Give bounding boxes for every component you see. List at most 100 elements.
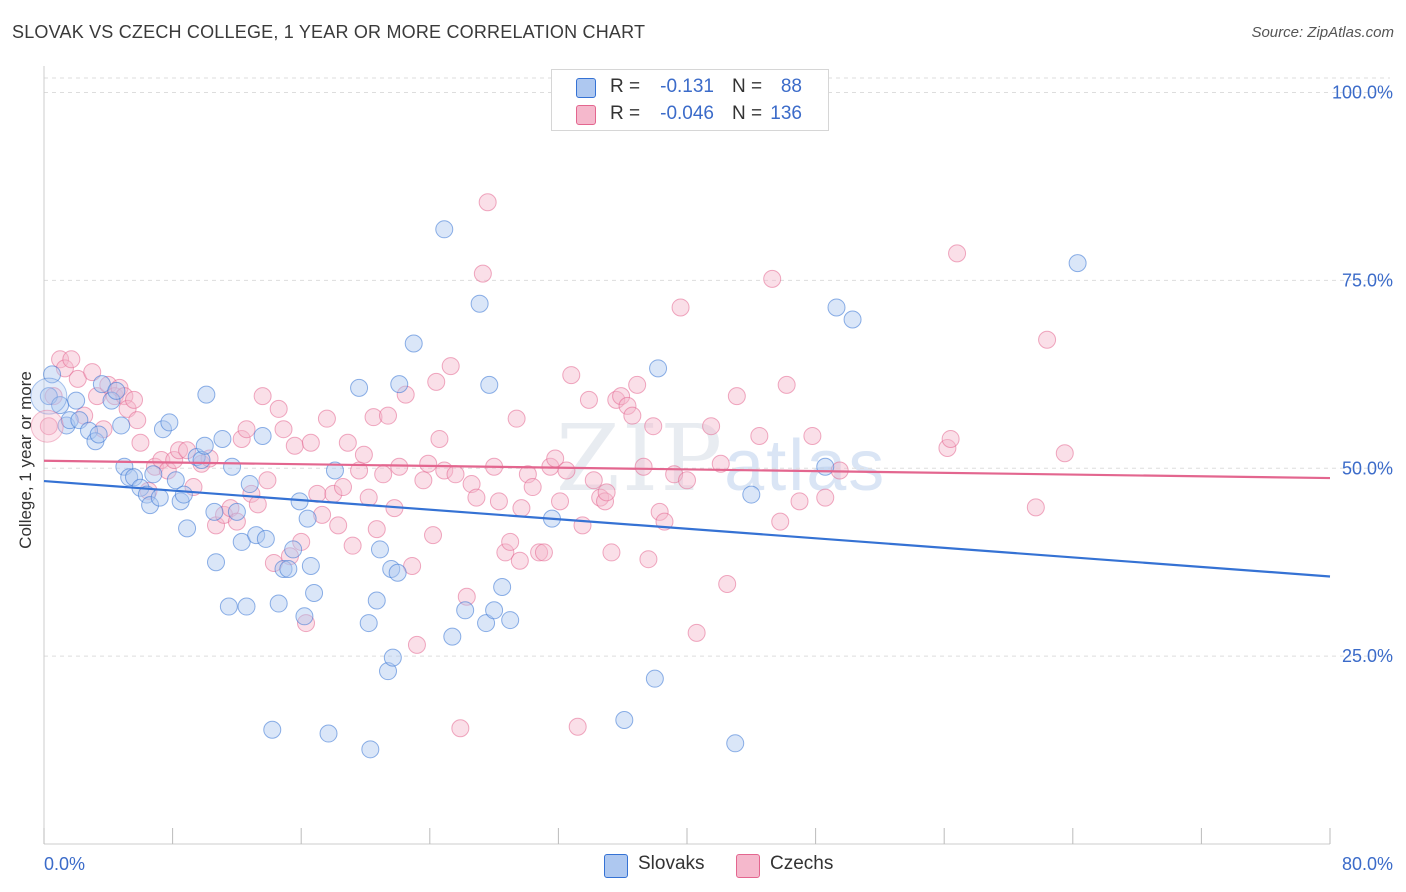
point-czechs bbox=[333, 478, 352, 497]
point-czechs bbox=[687, 623, 706, 642]
legend-r-label: R = bbox=[610, 76, 641, 97]
point-slovaks bbox=[107, 381, 126, 400]
watermark-zip: ZIP bbox=[556, 405, 724, 512]
point-czechs bbox=[557, 461, 576, 480]
point-czechs bbox=[551, 492, 570, 511]
trend-line-czechs bbox=[43, 459, 1331, 480]
series-name-slovaks: Slovaks bbox=[638, 853, 705, 874]
point-slovaks bbox=[207, 553, 226, 572]
x-tick-label-max: 80.0% bbox=[1342, 854, 1393, 874]
point-czechs bbox=[678, 471, 696, 490]
point-slovaks bbox=[92, 375, 111, 394]
point-slovaks bbox=[247, 526, 266, 545]
point-czechs bbox=[343, 536, 362, 555]
point-slovaks bbox=[253, 426, 272, 445]
point-slovaks bbox=[80, 421, 99, 440]
point-slovaks bbox=[223, 457, 242, 476]
point-czechs bbox=[152, 451, 171, 470]
legend-n-label: N = bbox=[732, 103, 763, 124]
point-slovaks bbox=[102, 391, 121, 410]
series-legend: Slovaks Czechs bbox=[0, 852, 1406, 878]
point-czechs bbox=[354, 445, 373, 464]
point-czechs bbox=[414, 471, 433, 490]
point-slovaks bbox=[367, 591, 386, 610]
point-czechs bbox=[510, 551, 529, 570]
point-slovaks bbox=[726, 734, 745, 753]
point-czechs bbox=[83, 363, 102, 382]
point-slovaks bbox=[178, 519, 197, 538]
point-czechs bbox=[727, 387, 746, 406]
point-czechs bbox=[178, 441, 197, 460]
point-czechs bbox=[639, 550, 658, 569]
point-czechs bbox=[313, 505, 332, 524]
x-tick-label-min: 0.0% bbox=[44, 854, 85, 874]
legend-n-label: N = bbox=[732, 76, 763, 97]
point-slovaks bbox=[645, 669, 664, 688]
point-czechs bbox=[451, 719, 470, 738]
point-slovaks bbox=[125, 468, 144, 487]
point-czechs bbox=[702, 417, 721, 436]
legend-swatch-slovaks bbox=[576, 78, 596, 98]
y-axis-label: College, 1 year or more bbox=[16, 371, 35, 549]
point-czechs bbox=[374, 465, 393, 484]
point-czechs bbox=[274, 420, 293, 439]
legend-r-value: -0.046 bbox=[660, 103, 714, 124]
watermark: ZIPatlas bbox=[556, 405, 886, 512]
point-czechs bbox=[579, 390, 598, 409]
point-czechs bbox=[430, 429, 449, 448]
point-czechs bbox=[285, 436, 304, 455]
point-czechs bbox=[612, 387, 631, 406]
point-slovaks bbox=[112, 416, 131, 435]
point-czechs bbox=[568, 717, 587, 736]
point-czechs bbox=[237, 420, 256, 439]
legend-n-value: 136 bbox=[770, 103, 802, 124]
point-czechs bbox=[62, 350, 81, 369]
point-czechs bbox=[711, 454, 730, 473]
point-czechs bbox=[110, 378, 129, 397]
point-slovaks bbox=[359, 614, 378, 633]
point-czechs bbox=[671, 298, 690, 317]
point-czechs bbox=[227, 512, 246, 531]
point-czechs bbox=[128, 411, 147, 430]
point-czechs bbox=[584, 471, 603, 490]
point-czechs bbox=[441, 357, 460, 376]
legend-n-value: 88 bbox=[780, 76, 802, 97]
point-slovaks bbox=[390, 375, 409, 394]
point-slovaks bbox=[192, 451, 211, 470]
point-czechs bbox=[131, 433, 150, 452]
point-slovaks bbox=[240, 475, 259, 494]
point-slovaks bbox=[388, 563, 407, 582]
point-czechs bbox=[602, 543, 621, 562]
point-czechs bbox=[308, 484, 327, 503]
point-slovaks bbox=[361, 740, 380, 759]
point-slovaks bbox=[319, 724, 338, 743]
point-czechs bbox=[489, 492, 508, 511]
point-czechs bbox=[496, 543, 515, 562]
point-slovaks bbox=[298, 509, 317, 528]
point-czechs bbox=[446, 465, 465, 484]
point-czechs bbox=[396, 385, 415, 404]
point-slovaks bbox=[232, 532, 251, 551]
chart-title: SLOVAK VS CZECH COLLEGE, 1 YEAR OR MORE … bbox=[12, 22, 646, 42]
series-swatch-slovaks bbox=[604, 854, 628, 878]
point-slovaks bbox=[141, 496, 160, 515]
point-slovaks bbox=[456, 601, 475, 620]
point-czechs bbox=[628, 375, 647, 394]
point-slovaks bbox=[295, 607, 314, 626]
point-czechs bbox=[634, 457, 653, 476]
point-slovaks bbox=[379, 662, 398, 681]
point-slovaks bbox=[237, 597, 256, 616]
point-czechs bbox=[232, 429, 251, 448]
point-czechs bbox=[941, 429, 960, 448]
point-czechs bbox=[403, 556, 422, 575]
point-slovaks bbox=[284, 540, 303, 559]
point-czechs bbox=[165, 451, 184, 470]
point-slovaks bbox=[166, 471, 185, 490]
point-czechs bbox=[407, 635, 426, 654]
point-czechs bbox=[269, 399, 288, 418]
point-slovaks bbox=[263, 720, 282, 739]
point-czechs bbox=[948, 244, 967, 263]
point-czechs bbox=[419, 454, 438, 473]
point-slovaks bbox=[205, 502, 224, 521]
